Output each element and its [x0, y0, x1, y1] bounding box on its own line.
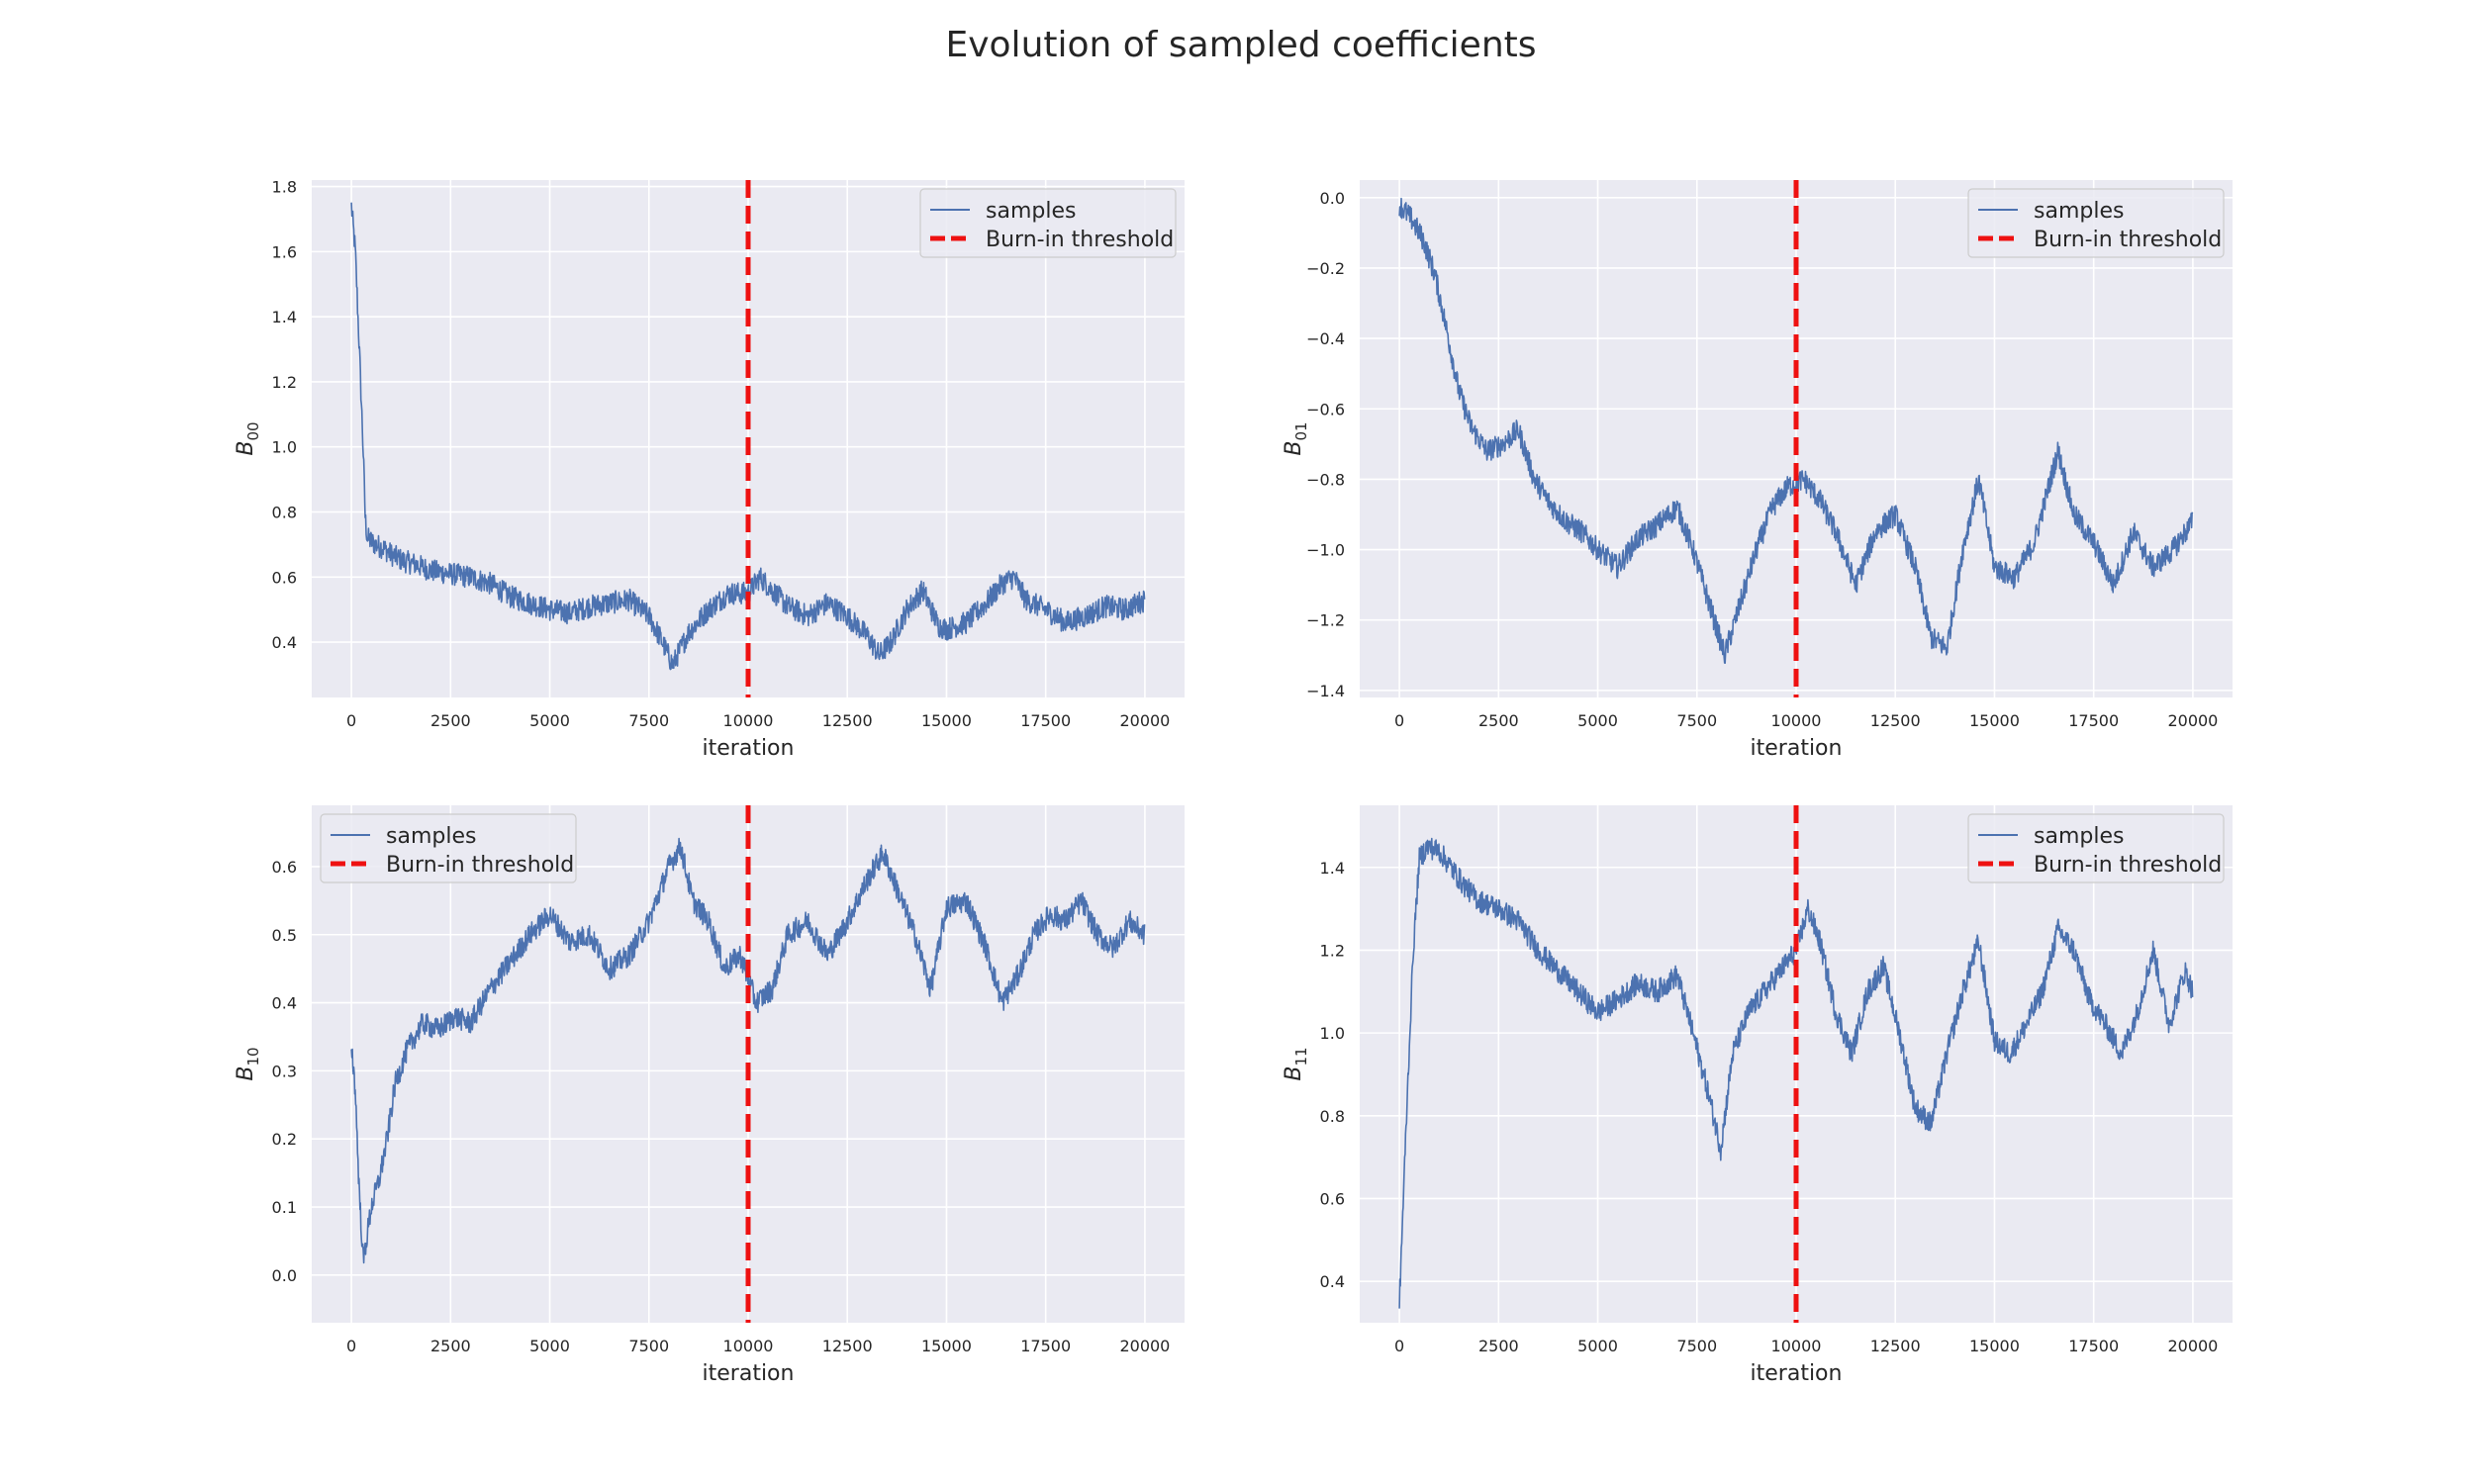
x-axis-label: iteration — [703, 736, 795, 761]
x-tick-label: 15000 — [921, 711, 972, 730]
legend-samples-label: samples — [386, 824, 476, 849]
x-tick-label: 0 — [346, 711, 356, 730]
x-tick-label: 12500 — [1870, 1337, 1921, 1355]
y-tick-label: −0.4 — [1306, 329, 1345, 348]
y-axis-label: B00 — [234, 421, 262, 455]
y-tick-label: −0.2 — [1306, 259, 1345, 278]
x-tick-label: 12500 — [822, 711, 873, 730]
x-tick-label: 2500 — [430, 1337, 471, 1355]
x-tick-label: 7500 — [1676, 711, 1717, 730]
legend-samples-label: samples — [986, 199, 1076, 224]
legend-threshold-label: Burn-in threshold — [2034, 853, 2222, 878]
y-tick-label: −1.2 — [1306, 611, 1345, 630]
x-tick-label: 17500 — [1020, 711, 1071, 730]
y-tick-label: 1.0 — [1320, 1024, 1345, 1043]
y-tick-label: −0.6 — [1306, 400, 1345, 418]
x-tick-label: 12500 — [1870, 711, 1921, 730]
x-tick-label: 17500 — [2068, 1337, 2119, 1355]
x-tick-label: 5000 — [529, 1337, 570, 1355]
y-axis-label: B01 — [1282, 421, 1310, 455]
x-tick-label: 17500 — [2068, 711, 2119, 730]
y-axis-label: B11 — [1282, 1047, 1310, 1080]
y-tick-label: −1.0 — [1306, 541, 1345, 560]
samples-line — [350, 837, 1146, 1264]
legend-threshold-label: Burn-in threshold — [386, 853, 574, 878]
legend-frame — [320, 813, 577, 883]
figure-title: Evolution of sampled coefficients — [945, 25, 1536, 65]
x-tick-label: 2500 — [1478, 711, 1519, 730]
x-tick-label: 10000 — [723, 711, 774, 730]
y-tick-label: 0.4 — [1320, 1272, 1345, 1291]
panels: 0 2500 5000 7500 10000 12500 15000 17500 20000 0.… — [234, 178, 2233, 1386]
x-tick-label: 12500 — [822, 1337, 873, 1355]
x-tick-label: 20000 — [1119, 711, 1170, 730]
x-axis-label: iteration — [1751, 1361, 1843, 1386]
panel-top-left: 0 2500 5000 7500 10000 12500 15000 17500 20000 0.… — [234, 178, 1185, 761]
legend: samples Burn-in threshold — [1967, 188, 2225, 258]
x-tick-label: 15000 — [1969, 711, 2020, 730]
panel-bottom-right: 0 2500 5000 7500 10000 12500 15000 17500 20000 0.… — [1282, 805, 2233, 1386]
x-tick-label: 2500 — [1478, 1337, 1519, 1355]
legend-threshold-label: Burn-in threshold — [986, 228, 1174, 252]
panel-bottom-left: 0 2500 5000 7500 10000 12500 15000 17500 20000 0.… — [234, 805, 1185, 1386]
y-axis-label: B10 — [234, 1047, 262, 1080]
y-tick-label: 0.8 — [272, 504, 297, 522]
y-tick-label: 1.8 — [272, 178, 297, 197]
x-tick-label: 5000 — [1577, 711, 1618, 730]
x-tick-label: 15000 — [921, 1337, 972, 1355]
y-tick-label: 0.6 — [1320, 1189, 1345, 1208]
legend: samples Burn-in threshold — [320, 813, 577, 883]
panel-top-right: 0 2500 5000 7500 10000 12500 15000 17500 20000 −1… — [1282, 180, 2233, 761]
legend-samples-label: samples — [2034, 199, 2124, 224]
x-tick-label: 5000 — [529, 711, 570, 730]
x-tick-label: 7500 — [1676, 1337, 1717, 1355]
y-tick-label: 0.8 — [1320, 1107, 1345, 1126]
legend-frame — [919, 188, 1177, 258]
y-tick-label: 1.4 — [1320, 859, 1345, 878]
y-tick-label: 0.6 — [272, 568, 297, 587]
x-tick-label: 0 — [1394, 1337, 1404, 1355]
y-tick-label: 0.0 — [272, 1266, 297, 1285]
x-tick-label: 2500 — [430, 711, 471, 730]
y-tick-label: 0.3 — [272, 1062, 297, 1080]
x-axis-label: iteration — [703, 1361, 795, 1386]
x-tick-label: 10000 — [1771, 1337, 1822, 1355]
x-tick-label: 20000 — [2167, 1337, 2218, 1355]
legend-frame — [1967, 813, 2225, 883]
x-tick-label: 0 — [346, 1337, 356, 1355]
y-tick-label: 1.6 — [272, 242, 297, 261]
y-tick-label: −0.8 — [1306, 470, 1345, 489]
samples-line — [350, 202, 1146, 671]
x-tick-label: 15000 — [1969, 1337, 2020, 1355]
legend-threshold-label: Burn-in threshold — [2034, 228, 2222, 252]
x-tick-label: 5000 — [1577, 1337, 1618, 1355]
y-tick-label: 1.4 — [272, 308, 297, 326]
y-tick-label: 0.6 — [272, 858, 297, 877]
y-tick-label: 0.4 — [272, 633, 297, 652]
legend: samples Burn-in threshold — [919, 188, 1177, 258]
y-tick-label: 0.5 — [272, 926, 297, 945]
x-tick-label: 0 — [1394, 711, 1404, 730]
x-tick-label: 20000 — [2167, 711, 2218, 730]
y-tick-label: −1.4 — [1306, 682, 1345, 700]
y-tick-label: 0.0 — [1320, 189, 1345, 208]
y-tick-label: 1.2 — [272, 373, 297, 392]
legend: samples Burn-in threshold — [1967, 813, 2225, 883]
x-axis-label: iteration — [1751, 736, 1843, 761]
x-tick-label: 10000 — [723, 1337, 774, 1355]
y-tick-label: 0.1 — [272, 1198, 297, 1217]
legend-frame — [1967, 188, 2225, 258]
x-tick-label: 20000 — [1119, 1337, 1170, 1355]
x-tick-label: 10000 — [1771, 711, 1822, 730]
y-tick-label: 1.2 — [1320, 941, 1345, 960]
y-tick-label: 0.4 — [272, 994, 297, 1013]
x-tick-label: 7500 — [628, 711, 669, 730]
x-tick-label: 7500 — [628, 1337, 669, 1355]
legend-samples-label: samples — [2034, 824, 2124, 849]
y-tick-label: 1.0 — [272, 438, 297, 457]
x-tick-label: 17500 — [1020, 1337, 1071, 1355]
y-tick-label: 0.2 — [272, 1130, 297, 1149]
